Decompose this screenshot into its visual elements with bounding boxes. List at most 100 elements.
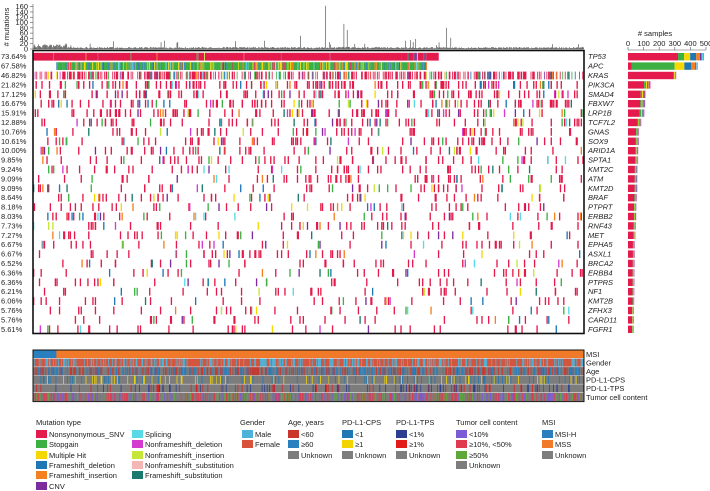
mutation-cell bbox=[108, 72, 109, 80]
annotation-cell bbox=[295, 367, 296, 375]
annotation-cell bbox=[56, 376, 57, 384]
mutation-cell bbox=[262, 241, 263, 249]
mutation-cell bbox=[119, 213, 120, 221]
annotation-cell bbox=[271, 367, 272, 375]
annotation-cell bbox=[433, 359, 434, 367]
mutation-cell bbox=[279, 62, 280, 70]
histogram-bar bbox=[154, 48, 155, 49]
mutation-cell bbox=[351, 147, 352, 155]
gene-label: PIK3CA bbox=[588, 80, 615, 89]
histogram-bar bbox=[233, 47, 234, 49]
mutation-cell bbox=[291, 137, 292, 145]
mutation-cell bbox=[495, 316, 496, 324]
annotation-cell bbox=[336, 376, 337, 384]
annotation-cell bbox=[190, 376, 191, 384]
histogram-bar bbox=[312, 48, 313, 49]
mutation-cell bbox=[212, 100, 213, 108]
annotation-cell bbox=[161, 376, 162, 384]
mutation-cell bbox=[119, 128, 120, 136]
mutation-cell bbox=[152, 147, 153, 155]
mutation-cell bbox=[385, 241, 386, 249]
annotation-cell bbox=[162, 367, 163, 375]
annotation-cell bbox=[403, 359, 404, 367]
mutation-cell bbox=[276, 72, 277, 80]
histogram-bar bbox=[388, 48, 389, 49]
mutation-cell bbox=[57, 62, 61, 70]
annotation-cell bbox=[449, 367, 450, 375]
mutation-cell bbox=[198, 62, 200, 70]
sample-count-bar-segment bbox=[628, 138, 636, 145]
annotation-cell bbox=[233, 376, 234, 384]
annotation-cell bbox=[372, 367, 373, 375]
mutation-cell bbox=[377, 222, 378, 230]
annotation-cell bbox=[322, 367, 323, 375]
gene-label: BRAF bbox=[588, 193, 608, 202]
mutation-cell bbox=[153, 316, 154, 324]
mutation-cell bbox=[342, 62, 343, 70]
histogram-bar bbox=[349, 47, 350, 49]
mutation-cell bbox=[223, 62, 225, 70]
histogram-bar bbox=[192, 48, 193, 49]
annotation-cell bbox=[234, 367, 235, 375]
annotation-cell bbox=[312, 376, 313, 384]
mutation-cell bbox=[346, 222, 347, 230]
annotation-cell bbox=[187, 359, 188, 367]
mutation-cell bbox=[275, 269, 276, 277]
annotation-cell bbox=[467, 359, 468, 367]
annotation-cell bbox=[359, 359, 360, 367]
mutation-cell bbox=[238, 62, 239, 70]
annotation-cell bbox=[319, 376, 320, 384]
mutation-cell bbox=[155, 72, 156, 80]
mutation-cell bbox=[521, 128, 522, 136]
sample-count-bar-segment bbox=[637, 147, 638, 154]
mutation-cell bbox=[190, 109, 191, 117]
mutation-cell bbox=[424, 288, 425, 296]
annotation-cell bbox=[233, 367, 234, 375]
sample-count-bar-segment bbox=[644, 81, 646, 88]
annotation-cell bbox=[238, 367, 239, 375]
annotation-cell bbox=[65, 359, 66, 367]
histogram-bar bbox=[263, 47, 264, 49]
histogram-bar bbox=[69, 48, 70, 49]
mutation-cell bbox=[36, 81, 37, 89]
annotation-cell bbox=[343, 376, 344, 384]
mutation-cell bbox=[490, 109, 491, 117]
annotation-cell bbox=[176, 376, 177, 384]
mutation-cell bbox=[519, 90, 520, 98]
mutation-cell bbox=[259, 72, 260, 80]
mutation-cell bbox=[438, 72, 440, 80]
mutation-cell bbox=[349, 175, 350, 183]
histogram-bar bbox=[310, 48, 311, 49]
mutation-cell bbox=[183, 109, 184, 117]
annotation-cell bbox=[309, 367, 310, 375]
mutation-cell bbox=[217, 100, 218, 108]
histogram-bar bbox=[234, 47, 235, 49]
annotation-cell bbox=[440, 367, 441, 375]
mutation-cell bbox=[193, 90, 194, 98]
mutation-cell bbox=[197, 72, 198, 80]
mutation-cell bbox=[576, 260, 577, 268]
mutation-cell bbox=[364, 194, 365, 202]
histogram-bar bbox=[240, 47, 241, 49]
mutation-cell bbox=[480, 194, 481, 202]
annotation-cell bbox=[345, 376, 346, 384]
mutation-cell bbox=[35, 90, 36, 98]
annotation-cell bbox=[256, 367, 257, 375]
mutation-cell bbox=[260, 81, 261, 89]
mutation-cell bbox=[386, 203, 387, 211]
mutation-cell bbox=[265, 241, 266, 249]
mutation-cell bbox=[56, 147, 57, 155]
annotation-cell bbox=[264, 376, 265, 384]
mutation-cell bbox=[90, 156, 91, 164]
annotation-cell bbox=[64, 359, 65, 367]
annotation-cell bbox=[222, 376, 223, 384]
annotation-cell bbox=[229, 359, 230, 367]
histogram-bar bbox=[96, 48, 97, 49]
annotation-cell bbox=[219, 367, 220, 375]
annotation-cell bbox=[46, 367, 47, 375]
mutation-cell bbox=[496, 260, 497, 268]
annotation-cell bbox=[345, 359, 346, 367]
mutation-cell bbox=[61, 156, 62, 164]
annotation-cell bbox=[82, 359, 83, 367]
mutation-cell bbox=[305, 175, 306, 183]
